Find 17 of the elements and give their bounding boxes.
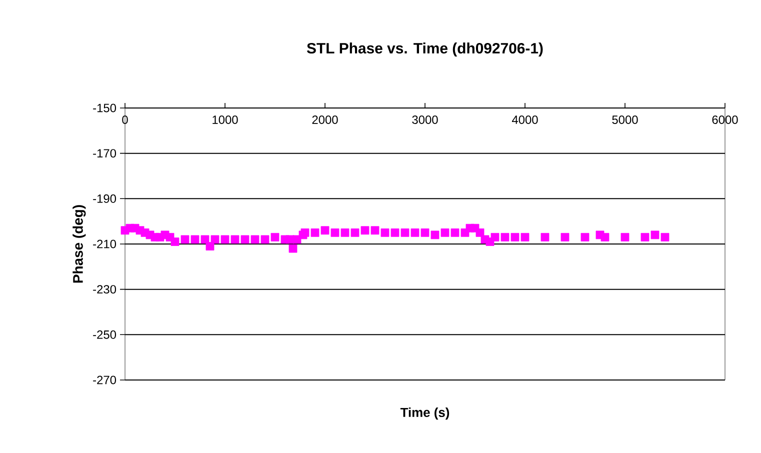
y-tick-label: -170 — [93, 149, 116, 158]
y-tick-label: -210 — [93, 240, 116, 248]
x-axis-title: Time (s) — [400, 408, 450, 420]
x-tick-label: 2000 — [312, 116, 338, 124]
chart-title: STL Phase vs. Time (dh092706-1) — [306, 42, 543, 56]
x-tick-label: 5000 — [612, 116, 638, 124]
x-tick-label: 4000 — [512, 116, 538, 124]
x-tick-label: 6000 — [712, 116, 738, 124]
x-tick-label: 1000 — [212, 116, 238, 124]
y-tick-label: -270 — [93, 376, 116, 384]
x-tick-label: 3000 — [412, 116, 438, 124]
y-tick-label: -190 — [93, 194, 116, 203]
y-tick-label: -250 — [93, 330, 116, 339]
y-axis-title: Phase (deg) — [72, 205, 86, 283]
y-tick-label: -150 — [93, 104, 116, 112]
y-tick-label: -230 — [93, 285, 116, 294]
x-tick-label: 0 — [122, 116, 128, 124]
